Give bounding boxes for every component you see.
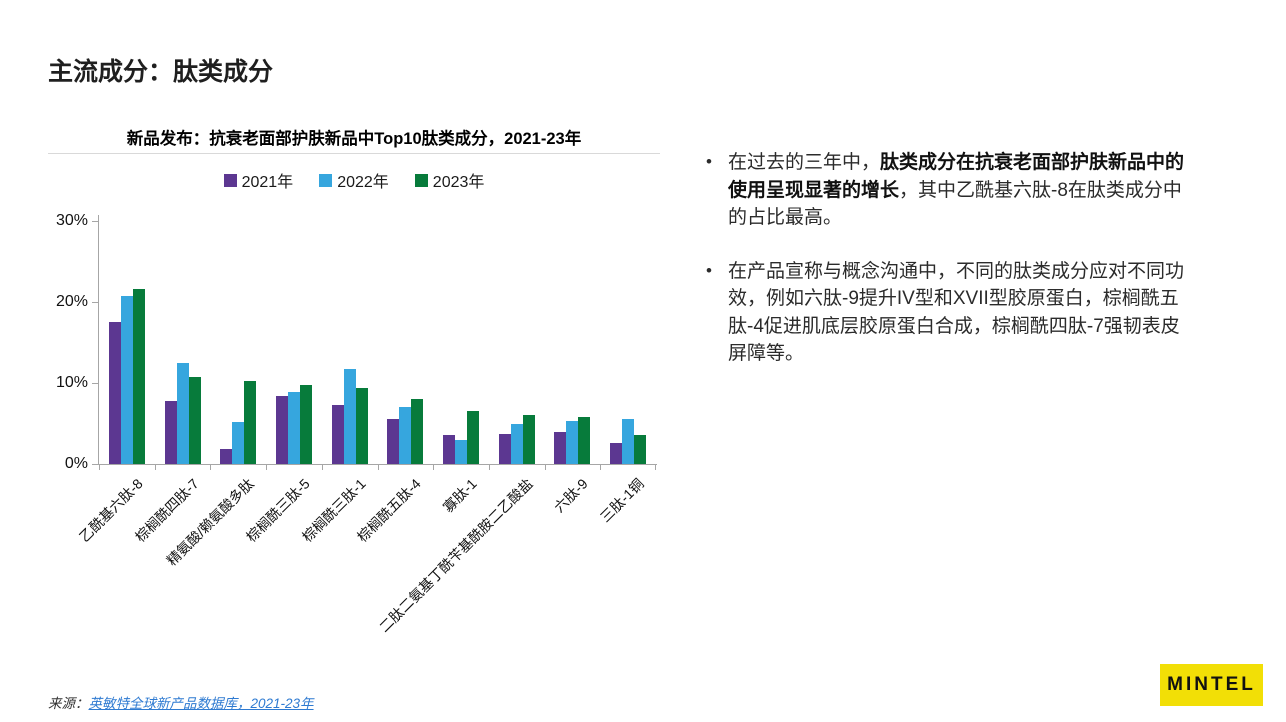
bar-2023年-精氨酸/赖氨酸多肽 xyxy=(244,381,257,464)
y-tick-label: 20% xyxy=(55,293,88,310)
legend-label: 2023年 xyxy=(432,174,485,191)
y-axis xyxy=(98,215,99,465)
x-tick xyxy=(488,465,490,470)
bar-2023年-棕榈酰三肽-1 xyxy=(355,387,368,464)
bullet-icon: • xyxy=(706,152,712,171)
legend-item: 2022年 xyxy=(319,168,389,192)
bar-2023年-三肽-1铜 xyxy=(634,434,647,464)
legend-swatch xyxy=(319,173,333,187)
source-label: 来源： xyxy=(48,696,89,711)
y-tick-label: 30% xyxy=(55,212,88,229)
bullet-icon: • xyxy=(706,260,712,280)
insights-panel: • 在过去的三年中，肽类成分在抗衰老面部护肤新品中的使用呈现显著的增长，其中乙酰… xyxy=(703,149,1190,368)
bar-2021年-乙酰基六肽-8 xyxy=(108,322,121,464)
legend-item: 2021年 xyxy=(223,168,294,192)
page-title: 主流成分：肽类成分 xyxy=(48,58,274,86)
bar-2022年-棕榈酰五肽-4 xyxy=(399,407,412,464)
legend-label: 2022年 xyxy=(337,174,389,191)
y-tick xyxy=(92,221,98,222)
x-tick xyxy=(377,465,379,470)
y-tick-label: 10% xyxy=(55,374,88,391)
bar-2023年-乙酰基六肽-8 xyxy=(132,289,145,464)
bar-2021年-棕榈酰三肽-5 xyxy=(275,395,288,464)
bar-2021年-六肽-9 xyxy=(554,431,567,464)
source-link[interactable]: 英敏特全球新产品数据库，2021-23年 xyxy=(88,696,314,711)
bar-2023年-六肽-9 xyxy=(578,417,591,464)
bar-2023年-棕榈酰三肽-5 xyxy=(299,385,312,464)
bar-2022年-三肽-1铜 xyxy=(622,419,635,464)
peptide-bar-chart: 新品发布：抗衰老面部护肤新品中Top10肽类成分，2021-23年 2021年 2… xyxy=(48,128,660,635)
bullet-item: • 在过去的三年中，肽类成分在抗衰老面部护肤新品中的使用呈现显著的增长，其中乙酰… xyxy=(703,149,1190,232)
bullet1-text-bold: 肽类成分在抗衰老面部护肤新品中的使用呈现显著的增长 xyxy=(728,152,1185,201)
x-tick xyxy=(321,465,323,470)
x-tick xyxy=(266,465,268,470)
bar-2022年-二肽二氨基丁酰苄基酰胺二乙酸盐 xyxy=(510,423,523,464)
bar-2023年-寡肽-1 xyxy=(467,411,480,464)
chart-legend: 2021年 2022年 2023年 xyxy=(48,168,660,192)
bar-2021年-棕榈酰四肽-7 xyxy=(164,400,177,464)
x-tick xyxy=(600,465,602,470)
chart-divider xyxy=(48,153,660,154)
x-tick xyxy=(99,465,100,470)
bar-2021年-棕榈酰三肽-1 xyxy=(331,404,344,464)
bar-2021年-精氨酸/赖氨酸多肽 xyxy=(220,448,233,464)
x-tick xyxy=(433,465,435,470)
bar-2021年-棕榈酰五肽-4 xyxy=(387,419,400,464)
legend-item: 2023年 xyxy=(414,168,485,192)
bar-2022年-棕榈酰三肽-1 xyxy=(343,369,356,464)
bar-2022年-寡肽-1 xyxy=(455,439,468,464)
x-tick xyxy=(154,465,156,470)
bar-2023年-二肽二氨基丁酰苄基酰胺二乙酸盐 xyxy=(522,415,535,464)
category-label: 三肽-1铜 xyxy=(597,475,647,526)
x-tick xyxy=(210,465,212,470)
legend-label: 2021年 xyxy=(241,174,294,191)
bar-2021年-二肽二氨基丁酰苄基酰胺二乙酸盐 xyxy=(498,434,511,464)
legend-swatch xyxy=(223,173,237,187)
y-tick xyxy=(92,302,98,303)
mintel-logo: MINTEL xyxy=(1160,664,1263,706)
y-tick-label: 0% xyxy=(64,455,88,472)
source-note: 来源：英敏特全球新产品数据库，2021-23年 xyxy=(48,692,314,712)
bullet-item: • 在产品宣称与概念沟通中，不同的肽类成分应对不同功效，例如六肽-9提升IV型和… xyxy=(703,258,1190,368)
bar-2022年-六肽-9 xyxy=(566,421,579,464)
category-label: 六肽-9 xyxy=(551,475,592,516)
bar-2022年-棕榈酰三肽-5 xyxy=(287,391,300,464)
bar-2023年-棕榈酰五肽-4 xyxy=(411,399,424,464)
bar-2021年-三肽-1铜 xyxy=(610,442,623,464)
y-tick xyxy=(92,383,98,384)
chart-title: 新品发布：抗衰老面部护肤新品中Top10肽类成分，2021-23年 xyxy=(126,130,582,148)
legend-swatch xyxy=(414,173,428,187)
bar-2022年-棕榈酰四肽-7 xyxy=(176,362,189,464)
x-tick xyxy=(655,465,656,470)
x-tick xyxy=(544,465,546,470)
bullet2-text: 在产品宣称与概念沟通中，不同的肽类成分应对不同功效，例如六肽-9提升IV型和XV… xyxy=(728,260,1185,365)
y-tick xyxy=(92,464,98,465)
bar-2023年-棕榈酰四肽-7 xyxy=(188,376,201,464)
category-label: 寡肽-1 xyxy=(439,475,480,516)
bar-2021年-寡肽-1 xyxy=(443,434,456,464)
bullet1-text-pre: 在过去的三年中， xyxy=(728,152,881,173)
bar-2022年-乙酰基六肽-8 xyxy=(120,296,133,464)
plot-area: 0% 10% 20% 30% 乙酰基六肽-8 棕榈酰四肽-7 精氨酸/赖氨酸多肽 棕榈酰三肽-… xyxy=(56,212,657,635)
bar-2022年-精氨酸/赖氨酸多肽 xyxy=(232,421,245,464)
bullet1-text-post: ，其中乙酰基六肽-8在肽类成分中的占比最高。 xyxy=(728,179,1182,229)
x-axis xyxy=(98,464,657,465)
